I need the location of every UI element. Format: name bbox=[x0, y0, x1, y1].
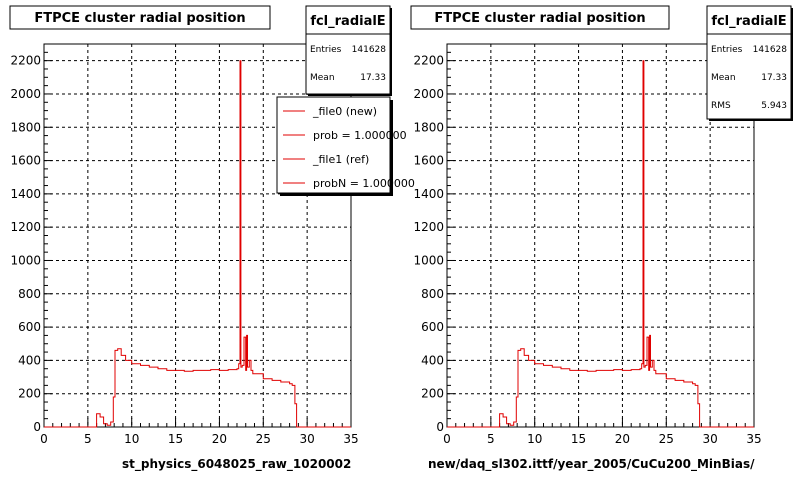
x-tick-label: 25 bbox=[256, 432, 271, 446]
title-box bbox=[410, 5, 670, 30]
y-tick-label: 1000 bbox=[413, 253, 444, 267]
x-tick-label: 5 bbox=[84, 432, 92, 446]
histogram-panel-2: 0200400600800100012001400160018002000220… bbox=[410, 5, 793, 446]
y-tick-label: 2000 bbox=[10, 87, 41, 101]
x-tick-label: 10 bbox=[527, 432, 542, 446]
legend-entry: prob = 1.000000 bbox=[313, 129, 407, 142]
stats-box bbox=[305, 5, 391, 95]
x-tick-label: 25 bbox=[659, 432, 674, 446]
y-tick-label: 1600 bbox=[10, 154, 41, 168]
x-tick-label: 0 bbox=[443, 432, 451, 446]
stats-label-entries: Entries bbox=[310, 45, 342, 55]
y-tick-label: 200 bbox=[18, 387, 41, 401]
stats-box bbox=[706, 5, 792, 120]
x-tick-label: 20 bbox=[212, 432, 227, 446]
x-tick-label: 10 bbox=[124, 432, 139, 446]
x-tick-label: 35 bbox=[746, 432, 761, 446]
legend-entry: probN = 1.000000 bbox=[313, 177, 415, 190]
y-tick-label: 0 bbox=[33, 420, 41, 434]
x-tick-label: 15 bbox=[571, 432, 586, 446]
stats-label-rms: RMS bbox=[711, 101, 731, 111]
y-tick-label: 1000 bbox=[10, 253, 41, 267]
y-tick-label: 2200 bbox=[413, 54, 444, 68]
stats-name: fcl_radialE bbox=[711, 14, 786, 29]
x-axis-label-right: new/daq_sl302.ittf/year_2005/CuCu200_Min… bbox=[428, 457, 755, 471]
stats-value-entries: 141628 bbox=[352, 45, 387, 55]
x-tick-label: 5 bbox=[487, 432, 495, 446]
y-tick-label: 400 bbox=[421, 353, 444, 367]
stats-label-entries: Entries bbox=[711, 45, 743, 55]
stats-value-rms: 5.943 bbox=[761, 101, 787, 111]
x-tick-label: 35 bbox=[343, 432, 358, 446]
x-tick-label: 30 bbox=[300, 432, 315, 446]
stats-label-mean: Mean bbox=[310, 73, 335, 83]
y-tick-label: 600 bbox=[421, 320, 444, 334]
data-series-line-1 bbox=[44, 60, 351, 428]
stats-name: fcl_radialE bbox=[310, 14, 385, 29]
x-tick-label: 0 bbox=[40, 432, 48, 446]
x-tick-label: 15 bbox=[168, 432, 183, 446]
y-tick-label: 2000 bbox=[413, 87, 444, 101]
y-tick-label: 1200 bbox=[413, 220, 444, 234]
y-tick-label: 1200 bbox=[10, 220, 41, 234]
y-tick-label: 1400 bbox=[10, 187, 41, 201]
y-tick-label: 1800 bbox=[10, 120, 41, 134]
stats-value-mean: 17.33 bbox=[360, 73, 386, 83]
legend-box bbox=[276, 96, 391, 194]
stats-value-mean: 17.33 bbox=[761, 73, 787, 83]
y-tick-label: 1800 bbox=[413, 120, 444, 134]
plot-frame bbox=[446, 43, 755, 428]
y-tick-label: 1600 bbox=[413, 154, 444, 168]
stats-value-entries: 141628 bbox=[753, 45, 788, 55]
y-tick-label: 200 bbox=[421, 387, 444, 401]
y-tick-label: 800 bbox=[18, 287, 41, 301]
stats-label-mean: Mean bbox=[711, 73, 736, 83]
legend-entry: _file1 (ref) bbox=[312, 153, 369, 166]
y-tick-label: 2200 bbox=[10, 54, 41, 68]
x-tick-label: 20 bbox=[615, 432, 630, 446]
chart-title: FTPCE cluster radial position bbox=[34, 11, 245, 26]
y-tick-label: 600 bbox=[18, 320, 41, 334]
chart-title: FTPCE cluster radial position bbox=[434, 11, 645, 26]
x-axis-label-left: st_physics_6048025_raw_1020002 bbox=[122, 457, 352, 471]
legend-entry: _file0 (new) bbox=[312, 105, 377, 118]
y-tick-label: 400 bbox=[18, 353, 41, 367]
data-series-line-1 bbox=[447, 60, 754, 428]
title-box bbox=[9, 5, 271, 30]
y-tick-label: 800 bbox=[421, 287, 444, 301]
y-tick-label: 1400 bbox=[413, 187, 444, 201]
histogram-panel-1: 0200400600800100012001400160018002000220… bbox=[9, 5, 415, 446]
x-tick-label: 30 bbox=[703, 432, 718, 446]
y-tick-label: 0 bbox=[436, 420, 444, 434]
